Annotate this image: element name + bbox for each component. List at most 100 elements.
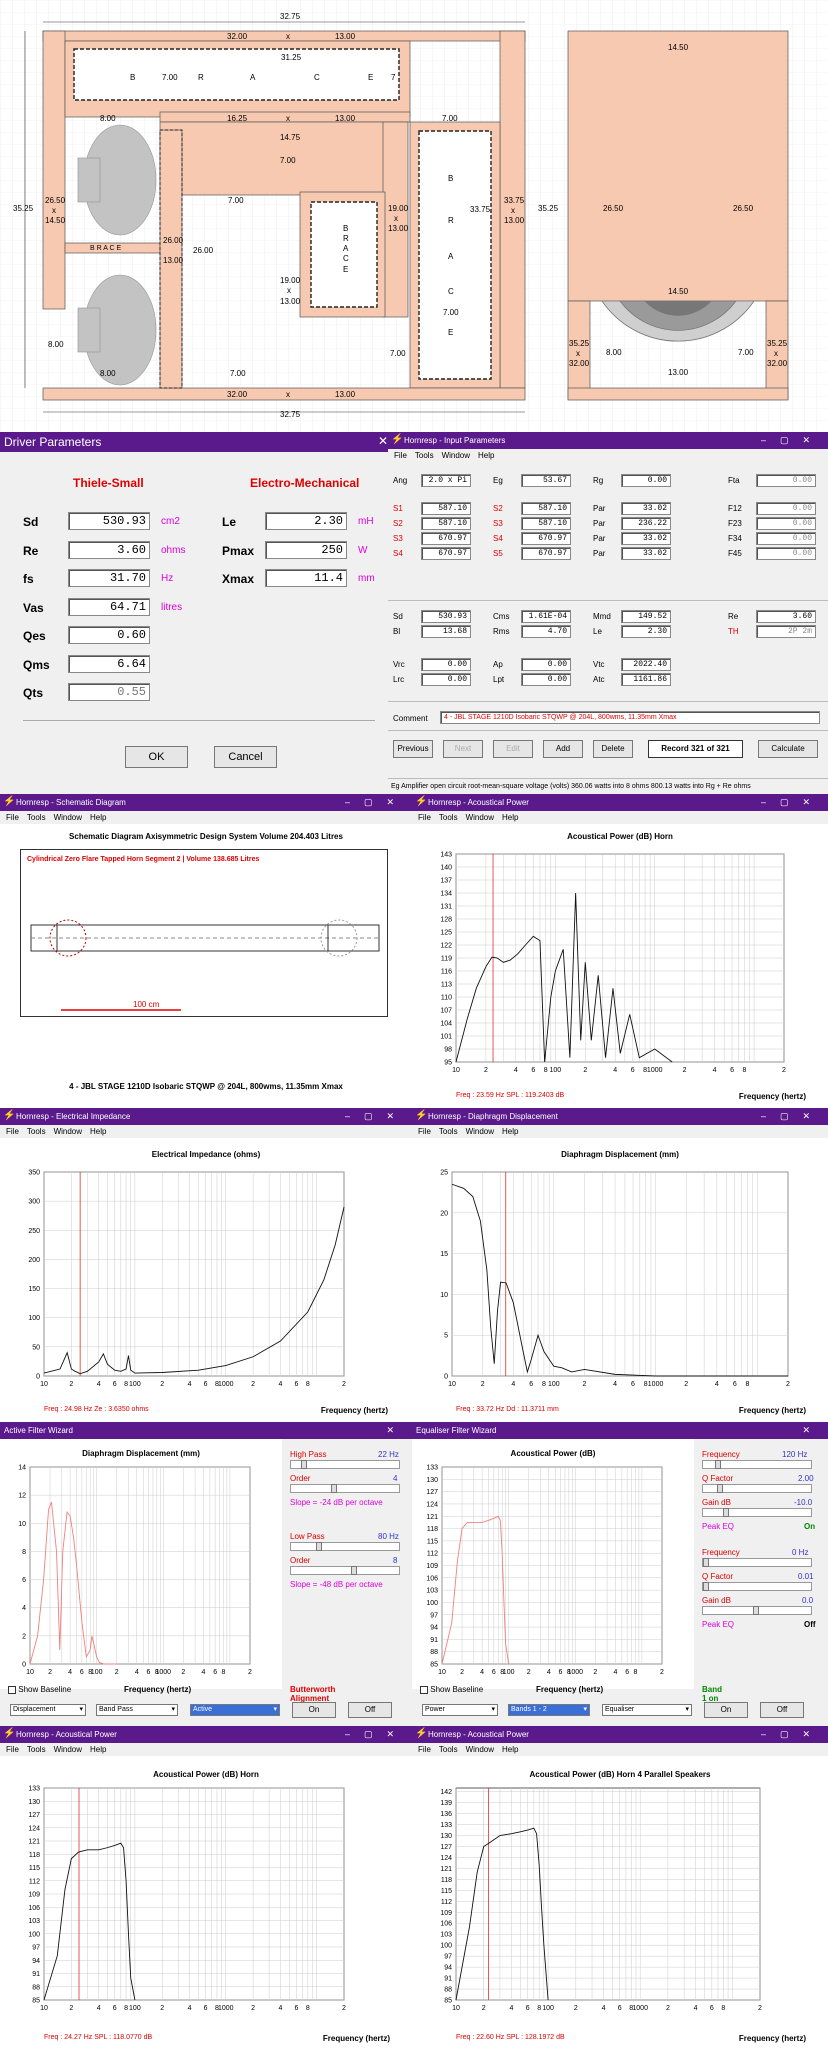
menu-file[interactable]: File	[6, 813, 19, 822]
param-field[interactable]: 587.10	[521, 517, 571, 530]
menu-tools[interactable]: Tools	[26, 1127, 46, 1136]
add-button[interactable]: Add	[543, 740, 583, 758]
param-field[interactable]: 250	[265, 540, 347, 559]
param-field[interactable]: 0.55	[68, 683, 150, 701]
cancel-button[interactable]: Cancel	[214, 746, 277, 768]
frequency-slider[interactable]	[702, 1460, 812, 1469]
param-field[interactable]: 587.10	[421, 517, 471, 530]
param-field[interactable]: 530.93	[421, 610, 471, 623]
gain-slider[interactable]	[702, 1508, 812, 1517]
show-baseline[interactable]: Show Baseline	[420, 1685, 483, 1694]
param-field[interactable]: 0.00	[756, 474, 816, 487]
close-icon[interactable]: ✕	[802, 1425, 824, 1435]
param-field[interactable]: 0.00	[421, 658, 471, 671]
active-select[interactable]: Active	[190, 1704, 280, 1716]
delete-button[interactable]: Delete	[593, 740, 633, 758]
param-field[interactable]: 3.60	[68, 540, 150, 559]
off-button[interactable]: Off	[760, 1702, 804, 1718]
menu-tools[interactable]: Tools	[414, 451, 434, 460]
bands-select[interactable]: Bands 1 - 2	[508, 1704, 590, 1716]
on-button[interactable]: On	[704, 1702, 748, 1718]
calculate-button[interactable]: Calculate	[758, 740, 818, 758]
param-field[interactable]: 0.00	[421, 673, 471, 686]
close-icon[interactable]: ✕	[386, 1425, 408, 1435]
param-field[interactable]: 33.02	[621, 547, 671, 560]
menu-help[interactable]: Help	[478, 451, 495, 460]
edit-button[interactable]: Edit	[493, 740, 533, 758]
order-slider[interactable]	[290, 1484, 400, 1493]
menu-tools[interactable]: Tools	[438, 1127, 458, 1136]
menu-help[interactable]: Help	[502, 1745, 519, 1754]
menu-file[interactable]: File	[418, 1127, 431, 1136]
window-controls[interactable]: –▢✕	[760, 1729, 824, 1739]
order-slider[interactable]	[290, 1566, 400, 1575]
param-field[interactable]: 3.60	[756, 610, 816, 623]
param-field[interactable]: 149.52	[621, 610, 671, 623]
menu-file[interactable]: File	[418, 1745, 431, 1754]
q-slider[interactable]	[702, 1582, 812, 1591]
baseline-checkbox[interactable]	[8, 1685, 16, 1694]
menu-window[interactable]: Window	[53, 813, 83, 822]
frequency-slider[interactable]	[702, 1558, 812, 1567]
param-field[interactable]: 670.97	[521, 547, 571, 560]
param-field[interactable]: 2.30	[621, 625, 671, 638]
window-controls[interactable]: –▢✕	[760, 435, 824, 445]
menu-help[interactable]: Help	[502, 813, 519, 822]
low-pass-slider[interactable]	[290, 1542, 400, 1551]
off-button[interactable]: Off	[348, 1702, 392, 1718]
param-field[interactable]: 31.70	[68, 569, 150, 587]
param-field[interactable]: 4.70	[521, 625, 571, 638]
menu-window[interactable]: Window	[465, 813, 495, 822]
on-button[interactable]: On	[292, 1702, 336, 1718]
param-field[interactable]: 670.97	[421, 532, 471, 545]
window-controls[interactable]: –▢✕	[344, 797, 408, 807]
high-pass-slider[interactable]	[290, 1460, 400, 1469]
param-field[interactable]: 33.02	[621, 532, 671, 545]
next-button[interactable]: Next	[443, 740, 483, 758]
menu-window[interactable]: Window	[465, 1127, 495, 1136]
param-field[interactable]: 587.10	[421, 502, 471, 515]
param-field[interactable]: 0.00	[756, 532, 816, 545]
menu-file[interactable]: File	[6, 1745, 19, 1754]
gain-slider[interactable]	[702, 1606, 812, 1615]
param-field[interactable]: 0.00	[756, 502, 816, 515]
menu-window[interactable]: Window	[465, 1745, 495, 1754]
param-field[interactable]: 1.61E-04	[521, 610, 571, 623]
param-field[interactable]: 0.00	[756, 517, 816, 530]
equaliser-select[interactable]: Equaliser	[602, 1704, 692, 1716]
menu-help[interactable]: Help	[90, 1745, 107, 1754]
window-controls[interactable]: –▢✕	[344, 1111, 408, 1121]
param-field[interactable]: 0.60	[68, 626, 150, 644]
param-field[interactable]: 2P 2m	[756, 625, 816, 638]
param-field[interactable]: 6.64	[68, 654, 150, 673]
param-field[interactable]: 11.4	[265, 569, 347, 587]
menu-help[interactable]: Help	[502, 1127, 519, 1136]
param-field[interactable]: 670.97	[521, 532, 571, 545]
menu-help[interactable]: Help	[90, 813, 107, 822]
menu-tools[interactable]: Tools	[438, 1745, 458, 1754]
param-field[interactable]: 236.22	[621, 517, 671, 530]
menu-window[interactable]: Window	[53, 1745, 83, 1754]
menu-help[interactable]: Help	[90, 1127, 107, 1136]
param-field[interactable]: 53.67	[521, 474, 571, 487]
window-controls[interactable]: –▢✕	[760, 1111, 824, 1121]
param-field[interactable]: 530.93	[68, 512, 150, 530]
menu-tools[interactable]: Tools	[26, 813, 46, 822]
menu-file[interactable]: File	[394, 451, 407, 460]
previous-button[interactable]: Previous	[393, 740, 433, 758]
param-field[interactable]: 2022.40	[621, 658, 671, 671]
param-field[interactable]: 64.71	[68, 597, 150, 616]
menu-tools[interactable]: Tools	[26, 1745, 46, 1754]
ok-button[interactable]: OK	[125, 746, 188, 768]
window-controls[interactable]: –▢✕	[760, 797, 824, 807]
displacement-select[interactable]: Displacement	[10, 1704, 86, 1716]
param-field[interactable]: 2.0 x Pi	[421, 474, 471, 487]
comment-field[interactable]: 4 - JBL STAGE 1210D Isobaric STQWP @ 204…	[440, 711, 820, 724]
window-controls[interactable]: –▢✕	[344, 1729, 408, 1739]
param-field[interactable]: 670.97	[421, 547, 471, 560]
q-slider[interactable]	[702, 1484, 812, 1493]
param-field[interactable]: 0.00	[621, 474, 671, 487]
param-field[interactable]: 13.68	[421, 625, 471, 638]
param-field[interactable]: 587.10	[521, 502, 571, 515]
close-icon[interactable]: ✕	[377, 434, 388, 448]
